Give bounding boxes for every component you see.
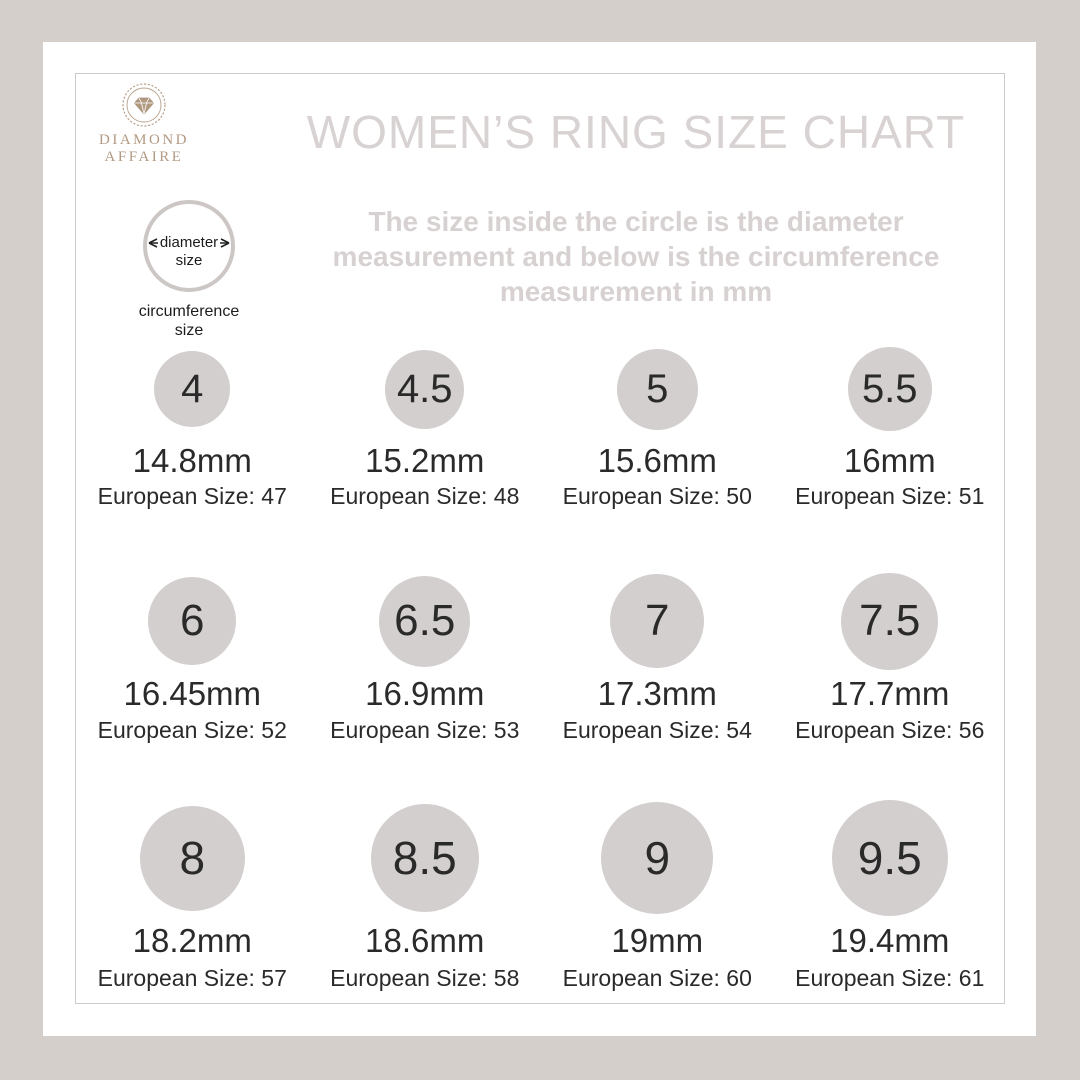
us-size-label: 8 — [179, 832, 206, 884]
us-size-label: 5.5 — [861, 366, 918, 411]
european-size-label: European Size: 60 — [562, 965, 752, 991]
european-size-label: European Size: 57 — [97, 965, 287, 991]
ring-size-cell: 6.5 16.9mm European Size: 53 — [309, 571, 542, 743]
ring-size-circle: 9.5 — [831, 800, 948, 916]
ring-size-circle: 5 — [616, 348, 698, 430]
diameter-mm-label: 16.9mm — [365, 675, 485, 712]
measurement-legend-circle: diameter size — [141, 198, 237, 294]
diamond-emblem-icon — [89, 82, 199, 128]
size-row-3: 8 18.2mm European Size: 57 8.5 18.6mm Eu… — [76, 798, 1006, 991]
ring-size-cell: 5.5 16mm European Size: 51 — [774, 343, 1007, 509]
ring-size-circle: 7.5 — [841, 572, 939, 670]
diameter-mm-label: 19mm — [611, 922, 704, 959]
ring-size-circle: 9 — [601, 802, 714, 914]
diameter-mm-label: 15.2mm — [365, 442, 485, 479]
us-size-label: 7 — [645, 596, 670, 645]
diameter-mm-label: 18.2mm — [132, 922, 252, 959]
ring-size-circle: 7 — [610, 574, 705, 668]
ring-size-cell: 9.5 19.4mm European Size: 61 — [774, 798, 1007, 991]
us-size-label: 7.5 — [859, 596, 921, 645]
diameter-mm-label: 15.6mm — [597, 442, 717, 479]
diameter-mm-label: 18.6mm — [365, 922, 485, 959]
ring-size-cell: 9 19mm European Size: 60 — [541, 798, 774, 991]
ring-size-circle: 5.5 — [847, 347, 932, 431]
diameter-label: diameter — [157, 234, 221, 251]
european-size-label: European Size: 48 — [330, 483, 520, 509]
diameter-label-line2: size — [173, 252, 205, 269]
us-size-label: 9 — [644, 832, 671, 884]
us-size-label: 9.5 — [857, 832, 922, 884]
ring-size-cell: 8 18.2mm European Size: 57 — [76, 798, 309, 991]
diameter-mm-label: 14.8mm — [132, 442, 252, 479]
diameter-mm-label: 17.3mm — [597, 675, 717, 712]
european-size-label: European Size: 56 — [795, 717, 985, 743]
european-size-label: European Size: 50 — [562, 483, 752, 509]
us-size-label: 6.5 — [394, 596, 456, 645]
ring-size-circle: 4.5 — [385, 349, 465, 429]
ring-size-cell: 6 16.45mm European Size: 52 — [76, 571, 309, 743]
ring-size-circle: 8 — [139, 805, 245, 911]
diameter-mm-label: 19.4mm — [830, 922, 950, 959]
diameter-mm-label: 16.45mm — [123, 675, 262, 712]
ring-size-cell: 7.5 17.7mm European Size: 56 — [774, 571, 1007, 743]
ring-size-cell: 4.5 15.2mm European Size: 48 — [309, 343, 542, 509]
us-size-label: 4 — [181, 366, 204, 411]
size-row-2: 6 16.45mm European Size: 52 6.5 16.9mm E… — [76, 571, 1006, 743]
ring-size-cell: 5 15.6mm European Size: 50 — [541, 343, 774, 509]
us-size-label: 8.5 — [392, 832, 457, 884]
us-size-label: 6 — [180, 596, 205, 645]
european-size-label: European Size: 51 — [795, 483, 985, 509]
ring-size-circle: 6.5 — [379, 575, 471, 667]
european-size-label: European Size: 53 — [330, 717, 520, 743]
ring-size-cell: 4 14.8mm European Size: 47 — [76, 343, 309, 509]
brand-name-line1: DIAMOND — [99, 132, 189, 148]
ring-size-circle: 6 — [148, 577, 237, 665]
us-size-label: 5 — [646, 366, 669, 411]
diameter-mm-label: 16mm — [843, 442, 936, 479]
ring-size-circle: 8.5 — [370, 804, 479, 912]
chart-panel: DIAMOND AFFAIRE WOMEN’S RING SIZE CHART … — [75, 73, 1005, 1004]
brand-logo: DIAMOND AFFAIRE — [89, 82, 199, 166]
european-size-label: European Size: 61 — [795, 965, 985, 991]
european-size-label: European Size: 58 — [330, 965, 520, 991]
ring-size-circle: 4 — [154, 351, 231, 427]
european-size-label: European Size: 52 — [97, 717, 287, 743]
ring-size-cell: 7 17.3mm European Size: 54 — [541, 571, 774, 743]
page-subtitle: The size inside the circle is the diamet… — [332, 206, 940, 307]
european-size-label: European Size: 47 — [97, 483, 287, 509]
us-size-label: 4.5 — [396, 366, 453, 411]
size-row-1: 4 14.8mm European Size: 47 4.5 15.2mm Eu… — [76, 343, 1006, 509]
european-size-label: European Size: 54 — [562, 717, 752, 743]
page-title: WOMEN’S RING SIZE CHART — [306, 106, 966, 158]
diameter-mm-label: 17.7mm — [830, 675, 950, 712]
brand-name-line2: AFFAIRE — [104, 149, 184, 165]
circumference-label: circumference size — [138, 303, 240, 339]
ring-size-cell: 8.5 18.6mm European Size: 58 — [309, 798, 542, 991]
